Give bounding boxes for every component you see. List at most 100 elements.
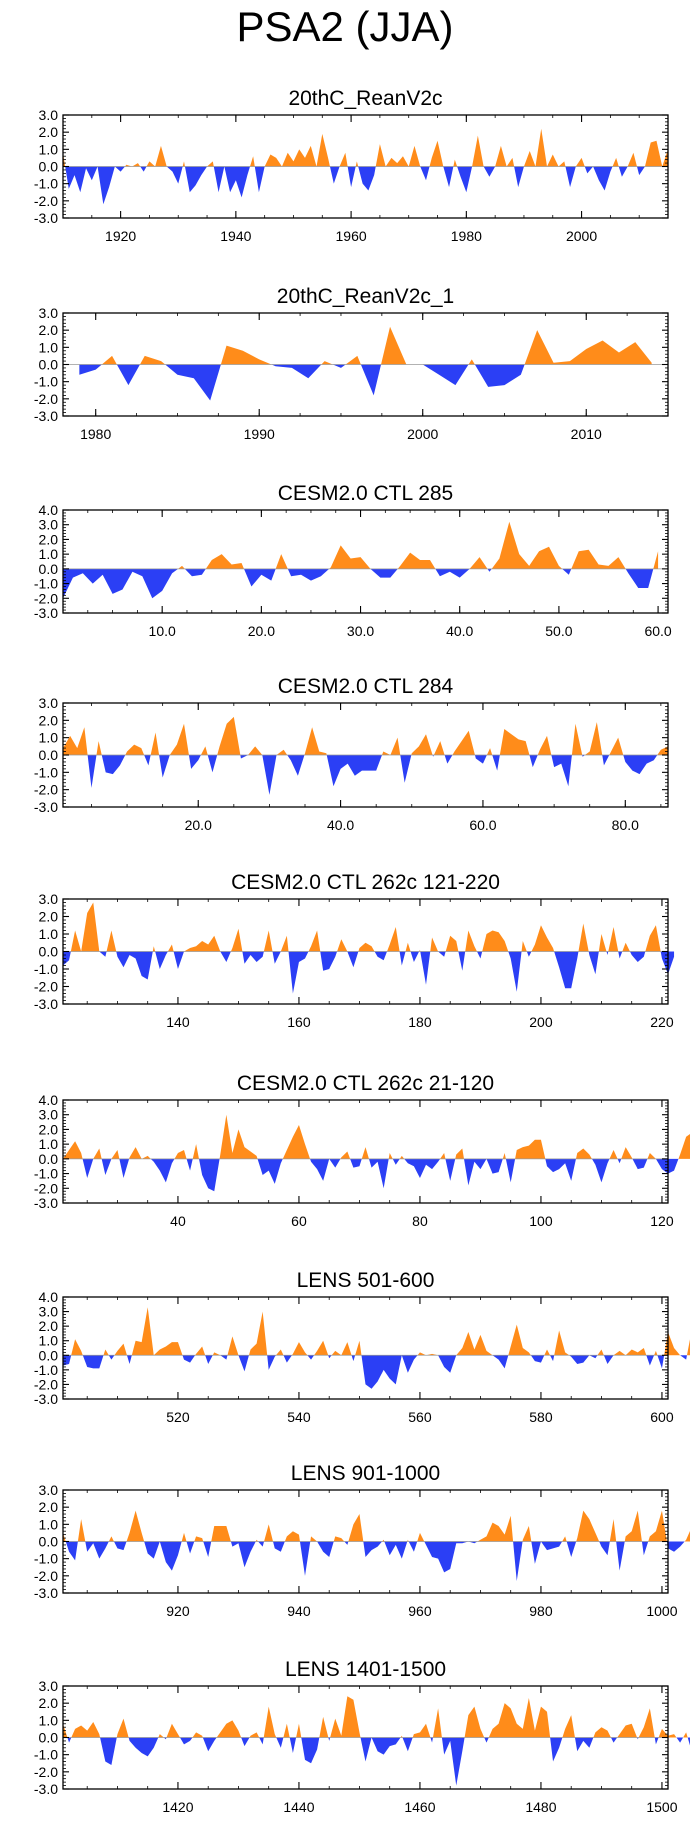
y-tick-label: 1.0 [39,1333,59,1349]
y-tick-label: 3.0 [39,1107,59,1123]
y-tick-label: 1.0 [39,926,59,942]
x-tick-label: 1940 [220,228,251,244]
positive-area [178,521,659,569]
y-tick-label: 1.0 [39,1516,59,1532]
y-tick-label: 1.0 [39,546,59,562]
y-tick-label: 2.0 [39,712,59,728]
y-tick-label: 3.0 [39,891,59,907]
negative-area [65,166,645,205]
negative-area [79,364,525,401]
y-tick-label: 2.0 [39,1499,59,1515]
y-tick-label: -2.0 [34,1764,58,1780]
panel-title: CESM2.0 CTL 262c 21-120 [237,1072,494,1095]
y-tick-label: 3.0 [39,1678,59,1694]
x-tick-label: 40.0 [327,817,354,833]
y-tick-label: -3.0 [34,1391,58,1407]
y-tick-label: -1.0 [34,1551,58,1567]
x-tick-label: 1500 [646,1799,677,1815]
positive-area [63,1114,690,1159]
y-tick-label: 0.0 [39,159,59,175]
y-tick-label: -2.0 [34,590,58,606]
y-tick-label: 2.0 [39,909,59,925]
panel-4: CESM2.0 CTL 284 3.02.0 1.00.0-1.0 -2.0-3.0 2… [34,675,669,833]
y-tick-label: 3.0 [39,1304,59,1320]
x-tick-label: 2000 [566,228,597,244]
x-tick-label: 40.0 [446,623,473,639]
x-tick-label: 1990 [244,426,275,442]
y-tick-label: -1.0 [34,374,58,390]
plot-frame [62,1099,669,1204]
x-tick-label: 20.0 [185,817,212,833]
y-tick-label: 2.0 [39,1318,59,1334]
y-tick-label: 0.0 [39,357,59,373]
x-tick-label: 30.0 [347,623,374,639]
y-tick-label: -3.0 [34,799,58,815]
y-tick-label: 0.0 [39,1151,59,1167]
x-tick-label: 1980 [80,426,111,442]
x-tick-label: 60.0 [469,817,496,833]
y-tick-label: -2.0 [34,391,58,407]
x-tick-label: 100 [529,1213,553,1229]
x-tick-label: 60 [291,1213,307,1229]
y-tick-label: -1.0 [34,764,58,780]
x-tick-label: 580 [529,1409,553,1425]
y-tick-label: 3.0 [39,107,59,123]
negative-area [63,1355,687,1389]
panel-title: CESM2.0 CTL 284 [278,675,454,698]
y-tick-label: 3.0 [39,695,59,711]
y-tick-label: 4.0 [39,1092,59,1108]
x-tick-label: 180 [408,1014,432,1030]
x-tick-label: 1460 [404,1799,435,1815]
x-tick-label: 1980 [451,228,482,244]
panel-5: CESM2.0 CTL 262c 121-220 3.0 2.01.0 0.0-1.0… [34,871,675,1030]
y-tick-label: 0.0 [39,1347,59,1363]
y-tick-label: -2.0 [34,979,58,995]
y-tick-label: -3.0 [34,605,58,621]
positive-area [71,1307,690,1356]
x-tick-label: 80 [412,1213,428,1229]
y-tick-label: 1.0 [39,730,59,746]
y-tick-label: 2.0 [39,1695,59,1711]
y-tick-label: -3.0 [34,996,58,1012]
negative-area [63,568,654,599]
y-tick-label: -1.0 [34,1166,58,1182]
y-tick-label: -3.0 [34,1585,58,1601]
y-tick-label: -1.0 [34,1362,58,1378]
y-tick-label: -3.0 [34,408,58,424]
negative-area [82,1158,679,1192]
x-tick-label: 20.0 [248,623,275,639]
y-tick-label: -2.0 [34,782,58,798]
x-tick-label: 60.0 [644,623,671,639]
x-tick-label: 940 [287,1603,311,1619]
x-tick-label: 220 [650,1014,674,1030]
page-title: PSA2 (JJA) [236,3,454,50]
x-tick-label: 50.0 [545,623,572,639]
y-tick-label: -3.0 [34,1195,58,1211]
positive-area [63,128,668,167]
y-tick-label: 3.0 [39,305,59,321]
y-tick-label: 0.0 [39,1730,59,1746]
panel-title: LENS 1401-1500 [285,1658,446,1681]
x-tick-label: 2010 [571,426,602,442]
positive-area [63,1510,690,1542]
y-tick-label: -3.0 [34,1781,58,1797]
y-tick-label: -1.0 [34,176,58,192]
y-tick-label: -2.0 [34,1180,58,1196]
panel-title: 20thC_ReanV2c_1 [277,285,454,308]
panel-8: LENS 901-1000 3.02.01.0 0.0-1.0-2.0-3.0 920… [34,1462,690,1619]
panel-2: 20thC_ReanV2c_1 3.02.01.0 0.0-1.0-2.0-3.0 1… [34,285,669,442]
panel-title: CESM2.0 CTL 285 [278,482,453,505]
x-tick-label: 1440 [283,1799,314,1815]
y-tick-label: -2.0 [34,193,58,209]
x-tick-label: 200 [529,1014,553,1030]
x-tick-label: 980 [529,1603,553,1619]
x-tick-label: 160 [287,1014,311,1030]
panel-title: CESM2.0 CTL 262c 121-220 [231,871,500,894]
x-tick-label: 920 [166,1603,190,1619]
x-tick-label: 520 [166,1409,190,1425]
x-tick-label: 40 [170,1213,186,1229]
y-tick-label: 0.0 [39,1534,59,1550]
x-tick-label: 600 [650,1409,674,1425]
y-tick-label: 2.0 [39,531,59,547]
negative-area [65,1541,685,1581]
